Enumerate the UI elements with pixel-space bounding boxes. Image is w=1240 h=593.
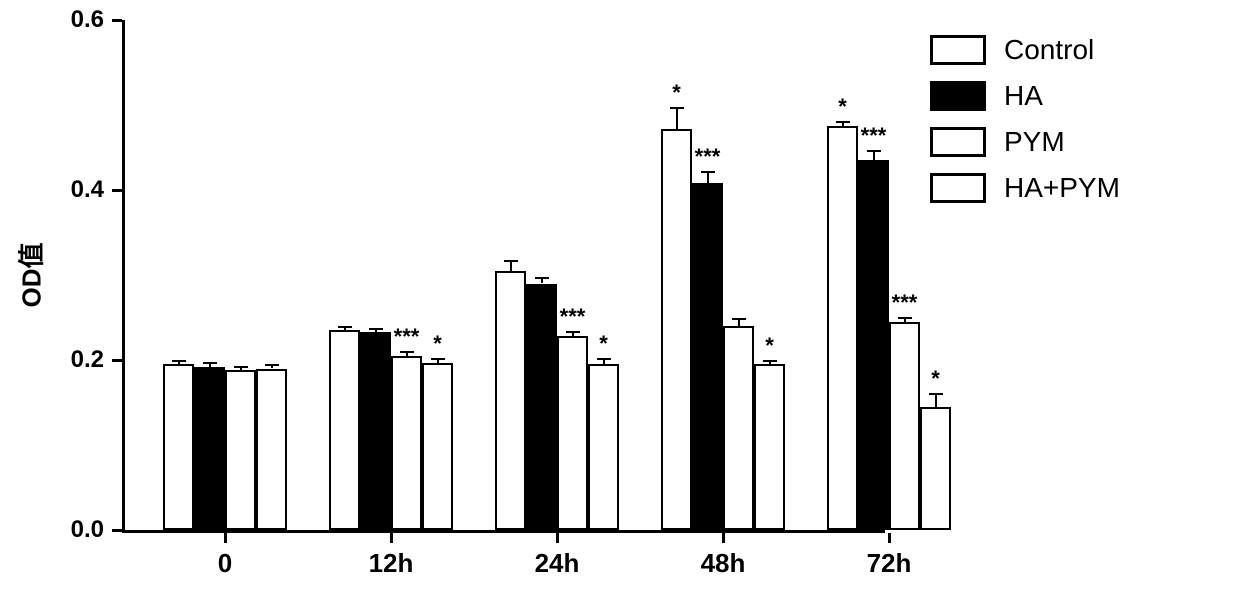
error-cap <box>265 364 279 366</box>
x-tick <box>556 533 559 543</box>
error-bar <box>738 319 740 326</box>
significance-marker: *** <box>861 123 887 149</box>
bar-ha <box>692 183 723 530</box>
y-tick-label: 0.4 <box>0 176 104 204</box>
y-tick-label: 0.2 <box>0 346 104 374</box>
significance-marker: * <box>599 331 608 357</box>
significance-marker: *** <box>560 304 586 330</box>
chart-canvas: *********************0.00.20.40.6OD值012h… <box>0 0 1240 593</box>
y-tick-label: 0.6 <box>0 6 104 34</box>
error-cap <box>504 260 518 262</box>
bar-hapym <box>754 364 785 530</box>
bar-control <box>827 126 858 530</box>
bar-ha <box>526 284 557 531</box>
plot-area: ********************* <box>125 20 885 530</box>
error-cap <box>732 318 746 320</box>
x-tick-label: 24h <box>535 548 580 579</box>
error-cap <box>763 360 777 362</box>
error-cap <box>566 331 580 333</box>
y-tick-label: 0.0 <box>0 516 104 544</box>
error-cap <box>172 360 186 362</box>
error-cap <box>867 150 881 152</box>
bar-control <box>329 330 360 530</box>
error-cap <box>431 358 445 360</box>
legend-swatch-hapym <box>930 173 986 203</box>
error-cap <box>400 351 414 353</box>
bar-control <box>661 129 692 530</box>
error-bar <box>935 394 937 407</box>
y-tick <box>112 529 122 532</box>
y-tick <box>112 189 122 192</box>
error-bar <box>676 108 678 129</box>
error-cap <box>203 362 217 364</box>
y-tick <box>112 359 122 362</box>
bar-hapym <box>256 369 287 531</box>
legend-swatch-pym <box>930 127 986 157</box>
bar-ha <box>194 367 225 530</box>
error-cap <box>929 393 943 395</box>
legend-label-hapym: HA+PYM <box>1004 172 1120 204</box>
x-tick-label: 48h <box>701 548 746 579</box>
bar-control <box>163 364 194 530</box>
error-cap <box>234 366 248 368</box>
x-tick <box>224 533 227 543</box>
x-tick-label: 12h <box>369 548 414 579</box>
x-tick <box>390 533 393 543</box>
y-tick <box>112 19 122 22</box>
legend-swatch-ha <box>930 81 986 111</box>
y-axis <box>122 20 125 533</box>
bar-pym <box>225 370 256 530</box>
significance-marker: * <box>433 331 442 357</box>
bar-pym <box>557 336 588 530</box>
x-tick <box>722 533 725 543</box>
x-tick-label: 72h <box>867 548 912 579</box>
error-cap <box>701 171 715 173</box>
bar-pym <box>889 322 920 530</box>
error-cap <box>898 317 912 319</box>
x-axis <box>122 530 885 533</box>
bar-ha <box>858 160 889 530</box>
significance-marker: * <box>838 94 847 120</box>
significance-marker: *** <box>394 324 420 350</box>
significance-marker: * <box>672 80 681 106</box>
bar-hapym <box>422 363 453 530</box>
significance-marker: *** <box>892 290 918 316</box>
legend-label-pym: PYM <box>1004 126 1065 158</box>
bar-hapym <box>588 364 619 530</box>
bar-hapym <box>920 407 951 530</box>
error-cap <box>535 277 549 279</box>
error-cap <box>670 107 684 109</box>
error-cap <box>369 328 383 330</box>
error-cap <box>597 358 611 360</box>
significance-marker: * <box>931 366 940 392</box>
legend-label-control: Control <box>1004 34 1094 66</box>
error-bar <box>707 172 709 183</box>
significance-marker: * <box>765 333 774 359</box>
error-cap <box>836 121 850 123</box>
significance-marker: *** <box>695 144 721 170</box>
error-cap <box>338 326 352 328</box>
x-tick-label: 0 <box>218 548 232 579</box>
bar-pym <box>723 326 754 530</box>
error-bar <box>873 151 875 160</box>
error-bar <box>510 261 512 271</box>
x-tick <box>888 533 891 543</box>
legend-label-ha: HA <box>1004 80 1043 112</box>
bar-control <box>495 271 526 530</box>
bar-pym <box>391 356 422 530</box>
bar-ha <box>360 332 391 530</box>
legend-swatch-control <box>930 35 986 65</box>
y-axis-label: OD值 <box>12 242 49 307</box>
